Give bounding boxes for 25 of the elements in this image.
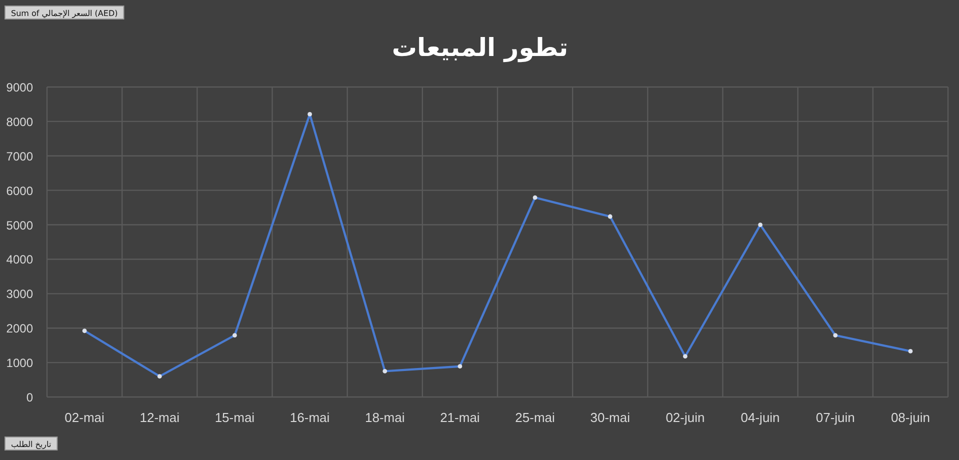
x-tick-label: 08-juin: [890, 410, 930, 425]
y-tick-label: 9000: [6, 80, 34, 94]
x-tick-label: 12-mai: [140, 410, 180, 425]
text: تاريخ الطلب: [11, 440, 52, 449]
y-tick-label: 4000: [6, 252, 34, 267]
x-tick-label: 02-mai: [64, 410, 105, 425]
y-tick-label: 8000: [6, 114, 34, 129]
x-tick-label: 21-mai: [440, 410, 480, 425]
y-tick-label: 6000: [6, 184, 34, 198]
y-tick-label: 2000: [6, 322, 34, 336]
x-tick-label: 30-mai: [590, 410, 630, 425]
y-tick-label: 0: [26, 390, 34, 404]
x-tick-label: 18-mai: [365, 410, 405, 425]
text: Sum of السعر الإجمالي (AED): [11, 9, 118, 18]
x-tick-label: 25-mai: [515, 410, 556, 425]
y-tick-label: 7000: [6, 149, 34, 164]
x-tick-label: 16-mai: [290, 410, 330, 425]
y-tick-label: 1000: [6, 356, 34, 370]
x-tick-label: 02-juin: [666, 410, 705, 425]
y-tick-label: 3000: [6, 287, 34, 302]
x-tick-label: 04-juin: [740, 410, 780, 425]
x-tick-label: 15-mai: [214, 410, 255, 425]
chart-title: تطور المبيعات: [392, 33, 568, 63]
x-tick-label: 07-juin: [816, 410, 855, 425]
y-tick-label: 5000: [6, 218, 34, 232]
